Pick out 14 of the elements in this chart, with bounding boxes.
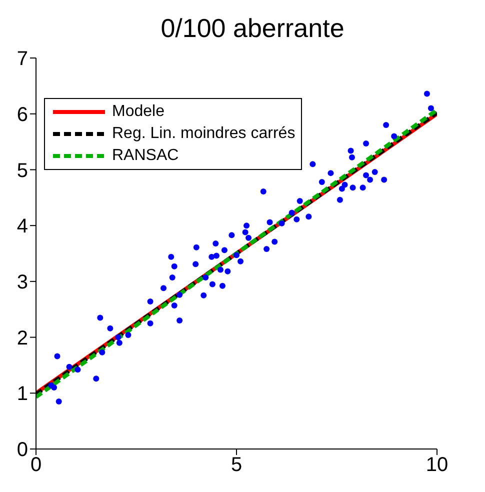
y-tick-label: 2 bbox=[16, 327, 28, 350]
x-tick-label: 10 bbox=[426, 454, 448, 476]
x-tick-label: 5 bbox=[230, 454, 242, 476]
y-tick-label: 7 bbox=[16, 48, 28, 70]
y-tick-label: 3 bbox=[16, 272, 28, 294]
y-tick-label: 4 bbox=[16, 216, 28, 238]
y-tick-label: 5 bbox=[16, 160, 28, 182]
chart-title: 0/100 aberrante bbox=[160, 12, 346, 45]
legend-label: RANSAC bbox=[112, 147, 179, 165]
y-tick-label: 0 bbox=[16, 439, 28, 462]
legend-label: Reg. Lin. moindres carrés bbox=[112, 125, 296, 143]
y-tick-label: 6 bbox=[16, 104, 28, 126]
legend-label: Modele bbox=[112, 103, 164, 121]
y-tick-label: 1 bbox=[16, 383, 28, 406]
